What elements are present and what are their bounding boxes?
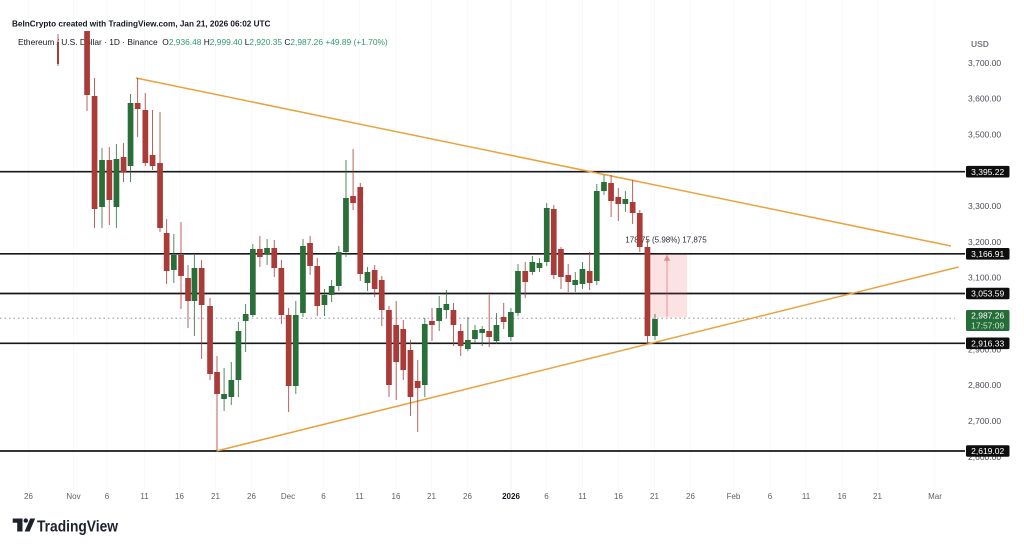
svg-text:2,800.00: 2,800.00: [968, 380, 1001, 390]
svg-text:11: 11: [578, 492, 587, 501]
svg-text:USD: USD: [971, 39, 989, 49]
svg-text:3,300.00: 3,300.00: [968, 201, 1001, 211]
svg-text:3,200.00: 3,200.00: [968, 237, 1001, 247]
svg-text:21: 21: [427, 492, 436, 501]
svg-text:2026: 2026: [502, 492, 520, 501]
svg-text:16: 16: [175, 492, 184, 501]
svg-text:3,395.22: 3,395.22: [971, 167, 1004, 177]
svg-text:16: 16: [614, 492, 623, 501]
svg-text:BeInCrypto created with Tradin: BeInCrypto created with TradingView.com,…: [12, 20, 271, 29]
svg-text:3,053.59: 3,053.59: [971, 289, 1004, 299]
svg-text:3,700.00: 3,700.00: [968, 58, 1001, 68]
svg-text:11: 11: [140, 492, 149, 501]
svg-text:21: 21: [650, 492, 659, 501]
svg-text:3,100.00: 3,100.00: [968, 273, 1001, 283]
svg-text:TradingView: TradingView: [37, 518, 119, 535]
svg-text:3,600.00: 3,600.00: [968, 94, 1001, 104]
svg-text:2,900.00: 2,900.00: [968, 344, 1001, 354]
svg-text:26: 26: [24, 492, 33, 501]
svg-text:16: 16: [838, 492, 847, 501]
svg-text:2,700.00: 2,700.00: [968, 416, 1001, 426]
svg-text:16: 16: [392, 492, 401, 501]
svg-text:26: 26: [247, 492, 256, 501]
svg-text:Ethereum / U.S. Dollar · 1D ·: Ethereum / U.S. Dollar · 1D · Binance O2…: [18, 37, 388, 47]
svg-text:11: 11: [355, 492, 364, 501]
svg-text:6: 6: [105, 492, 110, 501]
svg-text:Nov: Nov: [66, 492, 80, 501]
svg-text:178.75 (5.98%) 17,875: 178.75 (5.98%) 17,875: [625, 236, 707, 245]
svg-text:2,619.02: 2,619.02: [971, 446, 1004, 456]
svg-text:21: 21: [873, 492, 882, 501]
svg-text:26: 26: [686, 492, 695, 501]
svg-text:3,500.00: 3,500.00: [968, 130, 1001, 140]
svg-text:11: 11: [802, 492, 811, 501]
svg-text:6: 6: [544, 492, 549, 501]
svg-text:6: 6: [768, 492, 773, 501]
svg-text:17:57:09: 17:57:09: [971, 320, 1004, 330]
svg-text:Dec: Dec: [281, 492, 295, 501]
svg-text:26: 26: [463, 492, 472, 501]
svg-text:Feb: Feb: [727, 492, 741, 501]
svg-text:2,916.33: 2,916.33: [971, 339, 1004, 349]
svg-text:3,166.91: 3,166.91: [971, 249, 1004, 259]
svg-text:2,987.26: 2,987.26: [971, 311, 1004, 321]
svg-text:Mar: Mar: [928, 492, 942, 501]
svg-text:21: 21: [211, 492, 220, 501]
svg-text:6: 6: [321, 492, 326, 501]
